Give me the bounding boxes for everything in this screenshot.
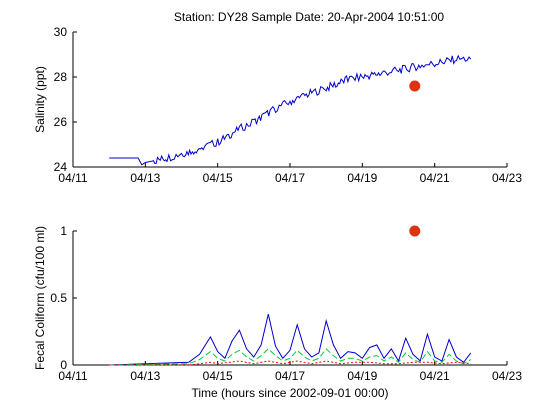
series-line (109, 360, 471, 366)
y-axis-label: Salinity (ppt) (33, 66, 47, 133)
series-line (109, 54, 472, 166)
x-axis-label: Time (hours since 2002-09-01 00:00) (192, 386, 389, 400)
fecal-coliform-panel: 04/11 04/13 04/15 04/17 04/19 04/21 04/23 0 0.5 1… (33, 224, 522, 383)
x-tick-label: 04/21 (420, 171, 450, 185)
y-axis-label: Fecal Coliform (cfu/100 ml) (33, 226, 47, 370)
x-tick-label: 04/15 (203, 369, 233, 383)
sample-point-marker (409, 225, 421, 237)
series-line (109, 348, 472, 366)
x-tick-label: 04/19 (347, 171, 377, 185)
y-tick-label: 24 (54, 160, 68, 174)
series-line (109, 313, 472, 366)
sample-point-marker (409, 80, 421, 92)
y-tick-label: 0 (60, 358, 67, 372)
x-tick-label: 04/11 (58, 369, 87, 383)
chart-title: Station: DY28 Sample Date: 20-Apr-2004 1… (174, 10, 444, 24)
y-tick-label: 0.5 (50, 291, 67, 305)
x-tick-label: 04/19 (347, 369, 377, 383)
x-tick-label: 04/23 (492, 171, 522, 185)
salinity-panel: 04/11 04/13 04/15 04/17 04/19 04/21 04/23 24 26 2… (33, 25, 522, 185)
x-tick-label: 04/23 (492, 369, 522, 383)
x-tick-label: 04/17 (275, 171, 305, 185)
x-tick-label: 04/13 (130, 369, 160, 383)
x-tick-label: 04/13 (130, 171, 160, 185)
y-tick-label: 1 (60, 224, 67, 238)
x-tick-label: 04/11 (58, 171, 87, 185)
x-tick-label: 04/15 (203, 171, 233, 185)
y-tick-label: 28 (54, 70, 68, 84)
y-tick-label: 26 (54, 115, 68, 129)
y-tick-label: 30 (54, 25, 68, 39)
x-tick-label: 04/21 (420, 369, 450, 383)
x-tick-label: 04/17 (275, 369, 305, 383)
